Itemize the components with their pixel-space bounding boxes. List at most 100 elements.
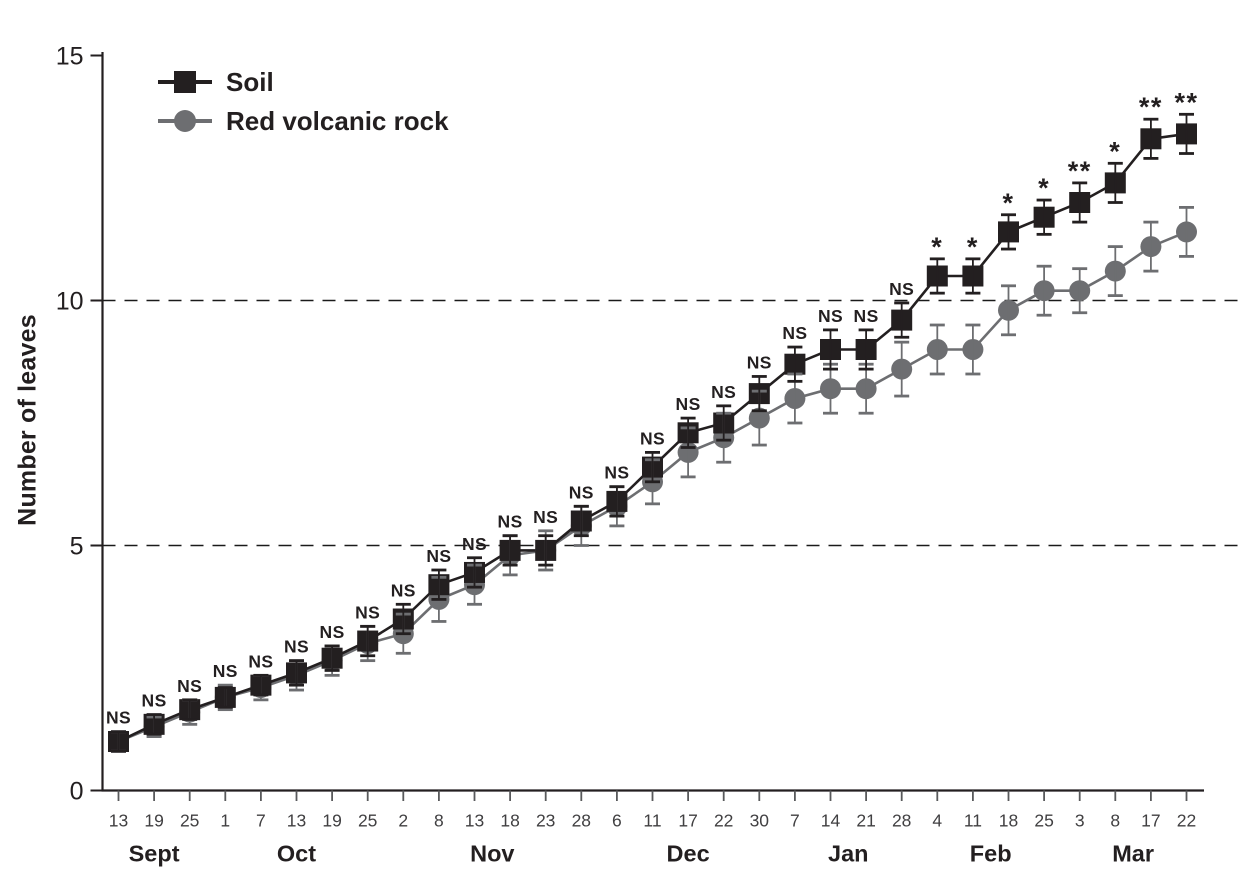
- significance-label: NS: [533, 507, 558, 527]
- soil-error-bar: [1107, 161, 1123, 204]
- soil-error-bar: [502, 534, 518, 567]
- x-tick-label: 7: [256, 811, 266, 831]
- x-tick-label: 30: [750, 811, 770, 831]
- x-tick-label: 22: [1177, 811, 1196, 831]
- month-label-nov: Nov: [470, 841, 514, 867]
- significance-label: NS: [355, 602, 380, 622]
- x-tick-label: 13: [465, 811, 484, 831]
- soil-error-bar: [182, 698, 198, 721]
- x-tick-label: 11: [964, 811, 982, 831]
- significance-label: *: [1109, 136, 1121, 166]
- soil-error-bar: [1001, 213, 1016, 251]
- soil-error-bar: [1143, 117, 1159, 160]
- soil-error-bar: [360, 624, 376, 658]
- legend: Soil Red volcanic rock: [158, 66, 449, 137]
- soil-error-bar: [787, 345, 803, 383]
- soil-error-bar: [111, 730, 126, 753]
- x-tick-label: 8: [434, 811, 444, 831]
- significance-label: NS: [462, 534, 487, 554]
- significance-label: NS: [676, 394, 701, 414]
- x-tick-label: 25: [180, 811, 199, 831]
- significance-label: NS: [569, 482, 594, 502]
- significance-label: NS: [284, 637, 309, 657]
- soil-error-bar: [1036, 198, 1052, 236]
- x-tick-label: 14: [821, 811, 841, 831]
- soil-error-bar: [395, 602, 411, 636]
- legend-item-soil: Soil: [158, 66, 449, 98]
- soil-error-bar: [289, 659, 304, 687]
- month-label-jan: Jan: [828, 841, 869, 867]
- month-label-dec: Dec: [667, 841, 710, 867]
- significance-label: NS: [106, 708, 131, 728]
- significance-label: NS: [426, 546, 451, 566]
- x-tick-label: 21: [856, 811, 875, 831]
- legend-label-red-volcanic-rock: Red volcanic rock: [226, 105, 449, 136]
- x-tick-label: 8: [1110, 811, 1120, 831]
- x-tick-label: 18: [999, 811, 1018, 831]
- x-tick-label: 17: [678, 811, 697, 831]
- red-volcanic-rock-error-bar: [1072, 267, 1088, 315]
- soil-error-bar: [467, 556, 482, 589]
- significance-label: NS: [142, 691, 167, 711]
- red-volcanic-rock-error-bar: [965, 323, 981, 376]
- significance-label: *: [1038, 173, 1050, 203]
- significance-label: NS: [711, 382, 736, 402]
- x-tick-label: 28: [572, 811, 591, 831]
- soil-error-bar: [751, 375, 767, 413]
- x-tick-label: 28: [892, 811, 911, 831]
- soil-error-bar: [431, 568, 447, 601]
- soil-error-bar: [217, 686, 233, 709]
- y-tick-label: 5: [70, 533, 84, 561]
- significance-label: NS: [248, 651, 273, 671]
- circle-marker-icon: [158, 109, 212, 133]
- red-volcanic-rock-error-bar: [894, 340, 910, 398]
- soil-error-bar: [680, 416, 696, 449]
- x-tick-label: 2: [398, 811, 408, 831]
- x-tick-label: 3: [1075, 811, 1085, 831]
- significance-label: NS: [889, 279, 914, 299]
- soil-error-bar: [858, 328, 874, 371]
- y-tick-label: 0: [70, 778, 84, 806]
- soil-error-bar: [324, 644, 340, 672]
- significance-label: NS: [498, 512, 523, 532]
- red-volcanic-rock-error-bar: [1036, 264, 1052, 317]
- significance-label: **: [1174, 87, 1198, 117]
- soil-error-bar: [929, 257, 945, 295]
- month-label-mar: Mar: [1112, 841, 1154, 867]
- soil-error-bar: [823, 328, 838, 371]
- x-tick-label: 25: [358, 811, 377, 831]
- red-volcanic-rock-error-bar: [1143, 220, 1159, 273]
- significance-label: *: [931, 232, 943, 262]
- x-tick-label: 13: [109, 811, 128, 831]
- significance-label: **: [1139, 92, 1163, 122]
- x-tick-label: 1: [220, 811, 230, 831]
- significance-label: **: [1068, 156, 1092, 186]
- square-marker-icon: [158, 70, 212, 94]
- month-label-sept: Sept: [129, 841, 180, 867]
- soil-error-bar: [146, 713, 162, 736]
- significance-label: NS: [391, 580, 416, 600]
- x-tick-label: 6: [612, 811, 622, 831]
- significance-label: NS: [747, 352, 772, 372]
- x-tick-label: 22: [714, 811, 733, 831]
- significance-label: NS: [640, 428, 665, 448]
- significance-label: NS: [818, 306, 843, 326]
- x-tick-label: 23: [536, 811, 555, 831]
- significance-label: NS: [320, 622, 345, 642]
- y-axis-title: Number of leaves: [13, 314, 42, 526]
- soil-error-bar: [645, 450, 660, 484]
- x-tick-label: 7: [790, 811, 800, 831]
- soil-error-bar: [538, 534, 554, 567]
- significance-label: *: [967, 232, 979, 262]
- x-tick-label: 18: [500, 811, 519, 831]
- significance-label: NS: [213, 661, 238, 681]
- soil-error-bar: [253, 673, 269, 697]
- x-tick-label: 19: [322, 811, 341, 831]
- y-tick-label: 10: [56, 288, 84, 316]
- y-tick-label: 15: [56, 43, 84, 71]
- red-volcanic-rock-error-bar: [1001, 284, 1016, 337]
- soil-error-bar: [609, 485, 625, 518]
- significance-label: NS: [782, 323, 807, 343]
